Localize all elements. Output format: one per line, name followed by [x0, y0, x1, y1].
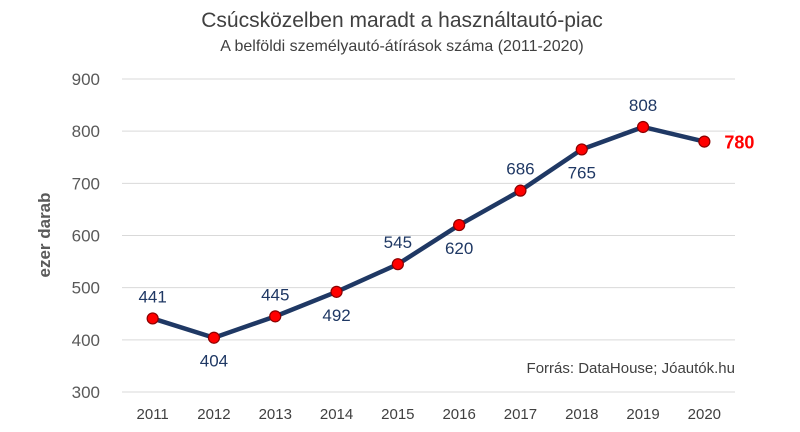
data-point [453, 218, 466, 232]
x-axis-ticks: 2011 2012 2013 2014 2015 2016 2017 2018 2019 2020 [137, 406, 722, 423]
data-label-highlight: 780 [724, 133, 754, 153]
data-point [698, 135, 711, 148]
y-axis-label: ezer darab [35, 192, 54, 277]
x-tick-label: 2015 [381, 406, 414, 423]
data-label: 620 [445, 239, 473, 258]
data-point [146, 312, 159, 325]
data-label: 808 [629, 96, 657, 115]
data-point [330, 285, 343, 298]
chart-subtitle: A belföldi személyautó-átírások száma (2… [220, 38, 583, 55]
y-tick-label: 600 [72, 227, 100, 246]
y-axis-ticks: 300 400 500 600 700 800 900 [72, 70, 100, 402]
y-tick-label: 500 [72, 279, 100, 298]
y-tick-label: 300 [72, 383, 100, 402]
source-note: Forrás: DataHouse; Jóautók.hu [527, 360, 735, 377]
series-line [150, 124, 707, 340]
data-point [207, 331, 221, 344]
data-label: 404 [200, 352, 228, 371]
x-tick-label: 2017 [504, 406, 537, 423]
data-label: 492 [322, 306, 350, 325]
chart-title: Csúcsközelben maradt a használtautó-piac [201, 9, 603, 32]
y-tick-label: 800 [72, 122, 100, 141]
data-point [391, 258, 404, 271]
y-tick-label: 700 [72, 174, 100, 193]
data-label: 765 [568, 163, 596, 182]
data-label: 445 [261, 285, 289, 304]
data-point [269, 310, 282, 323]
data-label: 545 [384, 233, 412, 252]
x-tick-label: 2014 [320, 406, 353, 423]
data-label: 686 [506, 160, 534, 179]
data-labels: 441 404 445 492 545 620 686 765 808 780 [138, 96, 754, 371]
data-label: 441 [138, 287, 166, 306]
x-tick-label: 2019 [626, 406, 659, 423]
x-tick-label: 2018 [565, 406, 598, 423]
y-tick-label: 900 [72, 70, 100, 89]
x-tick-label: 2020 [688, 406, 721, 423]
x-tick-label: 2011 [137, 406, 169, 423]
series-markers [146, 120, 711, 344]
data-point [636, 120, 650, 134]
gridlines [122, 78, 735, 393]
x-tick-label: 2016 [442, 406, 475, 423]
y-tick-label: 400 [72, 331, 100, 350]
data-point [575, 143, 588, 156]
x-tick-label: 2012 [197, 406, 230, 423]
data-point [514, 184, 527, 197]
x-tick-label: 2013 [259, 406, 292, 423]
